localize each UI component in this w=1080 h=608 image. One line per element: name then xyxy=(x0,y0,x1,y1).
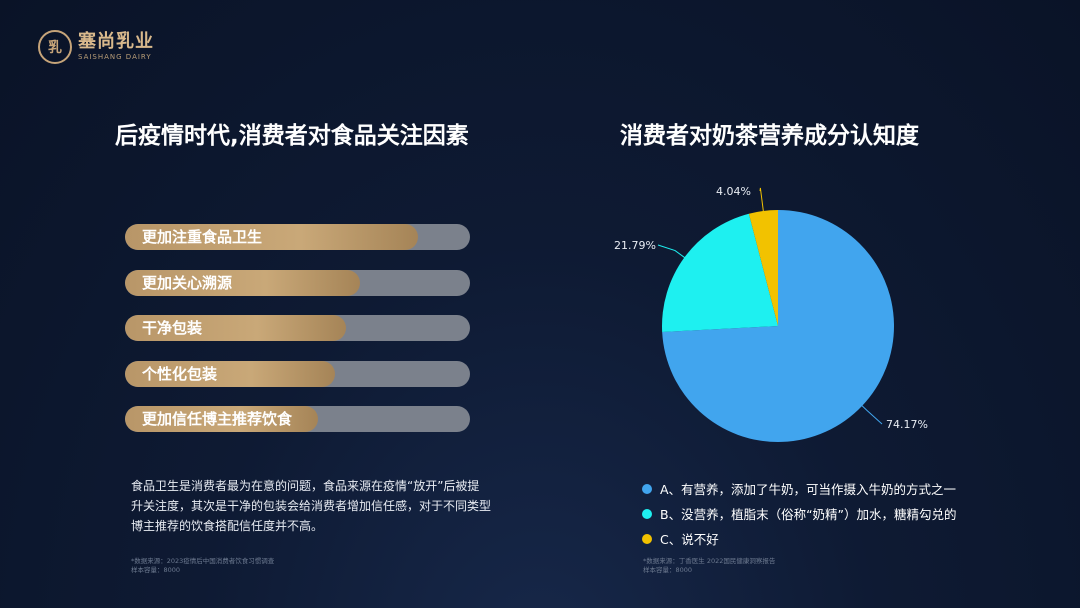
bar-label: 干净包装 xyxy=(142,319,203,337)
source-line: *数据来源：丁香医生 2022国民健康洞察报告 xyxy=(643,557,776,565)
bar-track: 更加关心溯源 xyxy=(125,269,470,296)
pie-chart-title: 消费者对奶茶营养成分认知度 xyxy=(620,123,919,149)
data-source-left: *数据来源：2023疫情后中国消费者饮食习惯调查 样本容量：8000 xyxy=(131,557,274,575)
data-source-right: *数据来源：丁香医生 2022国民健康洞察报告 样本容量：8000 xyxy=(643,557,775,575)
legend-item: C、说不好 xyxy=(642,526,957,551)
bar-fill xyxy=(125,269,360,296)
bar-label: 更加信任博主推荐饮食 xyxy=(142,410,293,428)
legend-label: A、有营养，添加了牛奶，可当作摄入牛奶的方式之一 xyxy=(660,482,957,497)
legend-item: A、有营养，添加了牛奶，可当作摄入牛奶的方式之一 xyxy=(642,476,957,501)
brand-name-cn: 塞尚乳业 xyxy=(78,31,154,52)
dairy-emblem-icon: 乳 xyxy=(38,30,72,64)
pie-slice xyxy=(748,210,778,326)
slice-percent-label: 4.04% xyxy=(716,185,751,198)
bar-track: 干净包装 xyxy=(125,315,470,341)
concern-factors-bar-chart: 更加注重食品卫生 更加关心溯源 干净包装个性化包装更加信任博主推荐饮食 xyxy=(125,224,470,452)
bar-label: 个性化包装 xyxy=(142,364,218,383)
bar-fill xyxy=(125,315,346,341)
slice-percent-label: 21.79% xyxy=(614,239,656,252)
bar-fill xyxy=(125,224,419,250)
leader-line xyxy=(759,187,765,214)
bar-track: 更加注重食品卫生 xyxy=(125,224,470,250)
sample-size-line: 样本容量：8000 xyxy=(643,566,693,574)
bar-fill xyxy=(125,406,319,432)
legend-dot-icon xyxy=(642,483,652,494)
sample-size-line: 样本容量：8000 xyxy=(131,566,181,574)
leader-line xyxy=(657,244,687,260)
pie-slice xyxy=(662,210,894,442)
pie-legend: A、有营养，添加了牛奶，可当作摄入牛奶的方式之一 B、没营养，植脂末（俗称“奶精”… xyxy=(642,476,957,551)
milk-tea-awareness-pie-chart: 74.17% 21.79% 4.04% xyxy=(614,185,928,442)
leader-line xyxy=(860,403,883,425)
bar-track: 个性化包装 xyxy=(125,360,470,387)
description-text: 食品卫生是消费者最为在意的问题，食品来源在疫情“放开”后被提升关注度，其次是干净… xyxy=(131,479,492,533)
legend-dot-icon xyxy=(642,508,652,519)
legend-dot-icon xyxy=(642,533,652,544)
pie-slice xyxy=(662,213,778,333)
brand-logo: 乳 塞尚乳业 SAISHANG DAIRY xyxy=(38,30,154,64)
slice-percent-label: 74.17% xyxy=(886,418,928,431)
legend-label: C、说不好 xyxy=(660,532,719,547)
source-line: *数据来源：2023疫情后中国消费者饮食习惯调查 xyxy=(131,557,275,565)
bar-label: 更加关心溯源 xyxy=(142,273,233,292)
legend-label: B、没营养，植脂末（俗称“奶精”）加水，糖精勾兑的 xyxy=(660,507,957,522)
bar-fill xyxy=(125,360,336,387)
bar-track: 更加信任博主推荐饮食 xyxy=(125,406,470,432)
brand-name-en: SAISHANG DAIRY xyxy=(78,53,152,61)
bar-label: 更加注重食品卫生 xyxy=(142,228,263,246)
bar-chart-title: 后疫情时代,消费者对食品关注因素 xyxy=(115,123,469,149)
legend-item: B、没营养，植脂末（俗称“奶精”）加水，糖精勾兑的 xyxy=(642,501,957,526)
